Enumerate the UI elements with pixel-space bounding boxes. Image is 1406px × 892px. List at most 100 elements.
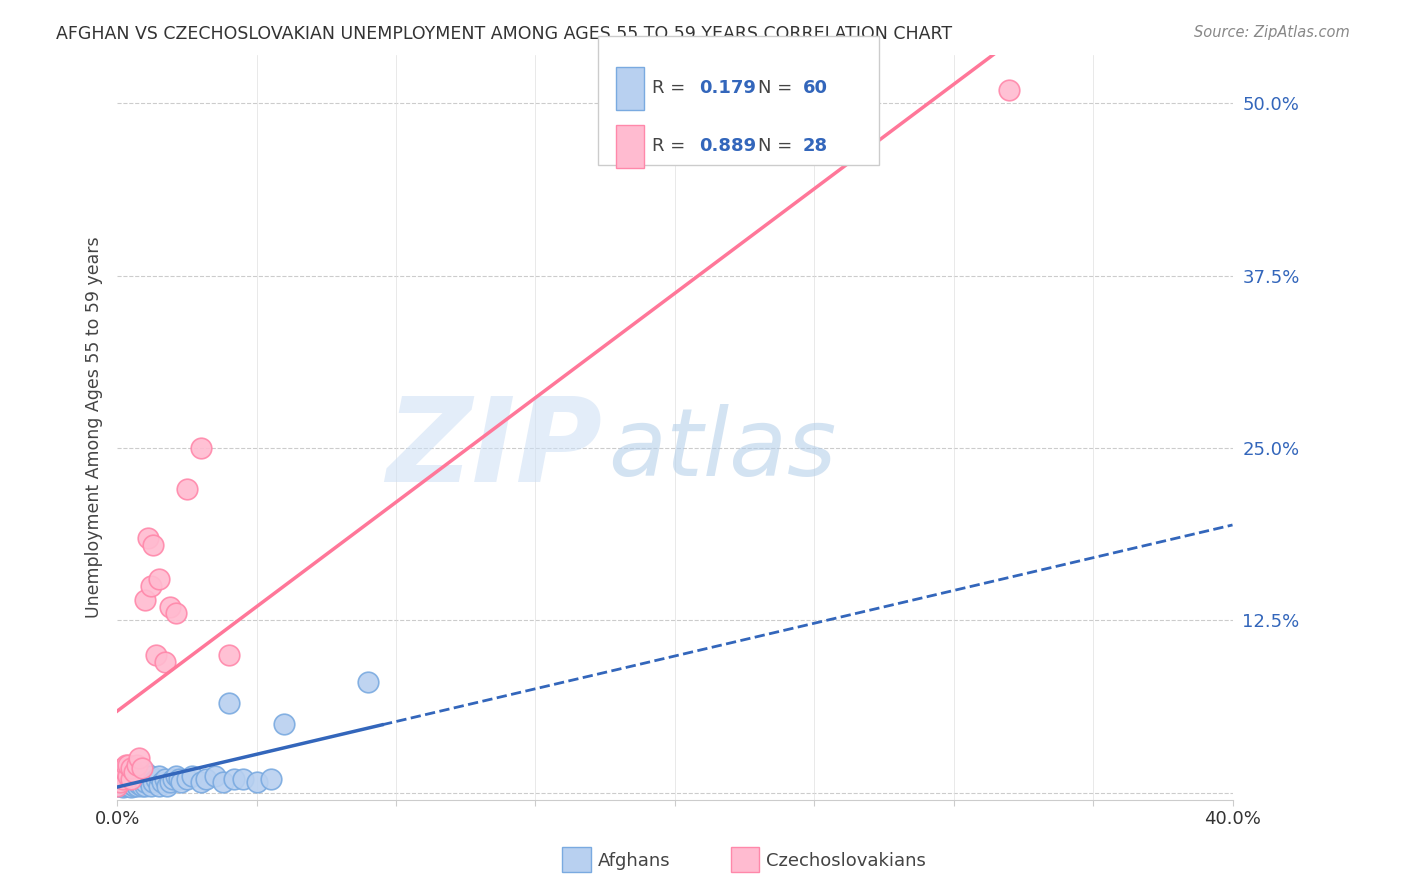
Point	[148, 769, 170, 783]
Point	[136, 531, 159, 545]
Text: Czechoslovakians: Czechoslovakians	[766, 852, 927, 870]
Text: 0.179: 0.179	[699, 79, 755, 97]
Point	[176, 772, 198, 786]
Point	[998, 82, 1021, 96]
Point	[111, 772, 134, 786]
Text: Source: ZipAtlas.com: Source: ZipAtlas.com	[1194, 25, 1350, 40]
Point	[122, 769, 145, 783]
Point	[357, 675, 380, 690]
Point	[114, 779, 136, 793]
Point	[117, 758, 139, 772]
Point	[195, 772, 218, 786]
Point	[190, 441, 212, 455]
Text: Afghans: Afghans	[598, 852, 671, 870]
Point	[170, 774, 193, 789]
Point	[122, 779, 145, 793]
Point	[165, 769, 187, 783]
Point	[134, 774, 156, 789]
Point	[128, 777, 150, 791]
Point	[142, 774, 165, 789]
Point	[111, 780, 134, 794]
Point	[108, 772, 131, 786]
Point	[131, 761, 153, 775]
Point	[117, 772, 139, 786]
Point	[120, 780, 142, 794]
Point	[156, 779, 179, 793]
Point	[167, 772, 190, 786]
Point	[114, 774, 136, 789]
Point	[159, 774, 181, 789]
Point	[134, 764, 156, 779]
Point	[153, 772, 176, 786]
Point	[142, 537, 165, 551]
Point	[117, 774, 139, 789]
Point	[136, 772, 159, 786]
Point	[122, 764, 145, 779]
Text: N =: N =	[758, 79, 797, 97]
Text: 60: 60	[803, 79, 828, 97]
Point	[159, 599, 181, 614]
Point	[218, 696, 240, 710]
Point	[111, 761, 134, 775]
Point	[190, 774, 212, 789]
Point	[120, 777, 142, 791]
Point	[224, 772, 246, 786]
Point	[232, 772, 254, 786]
Point	[108, 769, 131, 783]
Point	[145, 772, 167, 786]
Point	[139, 779, 162, 793]
Text: 0.889: 0.889	[699, 137, 756, 155]
Text: 28: 28	[803, 137, 828, 155]
Point	[111, 772, 134, 786]
Point	[125, 779, 148, 793]
Point	[105, 779, 128, 793]
Point	[120, 764, 142, 779]
Point	[148, 572, 170, 586]
Point	[120, 772, 142, 786]
Point	[108, 769, 131, 783]
Point	[114, 758, 136, 772]
Point	[134, 779, 156, 793]
Point	[111, 774, 134, 789]
Point	[114, 769, 136, 783]
Point	[117, 779, 139, 793]
Point	[218, 648, 240, 662]
Text: ZIP: ZIP	[387, 392, 602, 508]
Y-axis label: Unemployment Among Ages 55 to 59 years: Unemployment Among Ages 55 to 59 years	[86, 236, 103, 618]
Text: atlas: atlas	[607, 404, 837, 495]
Point	[176, 483, 198, 497]
Point	[145, 648, 167, 662]
Point	[150, 774, 173, 789]
Point	[165, 607, 187, 621]
Point	[120, 761, 142, 775]
Text: N =: N =	[758, 137, 797, 155]
Point	[212, 774, 235, 789]
Point	[117, 764, 139, 779]
Point	[259, 772, 281, 786]
Point	[125, 769, 148, 783]
Point	[181, 769, 204, 783]
Point	[114, 764, 136, 779]
Text: AFGHAN VS CZECHOSLOVAKIAN UNEMPLOYMENT AMONG AGES 55 TO 59 YEARS CORRELATION CHA: AFGHAN VS CZECHOSLOVAKIAN UNEMPLOYMENT A…	[56, 25, 952, 43]
Point	[139, 579, 162, 593]
Point	[273, 716, 295, 731]
Point	[153, 655, 176, 669]
Point	[111, 764, 134, 779]
Text: R =: R =	[652, 79, 692, 97]
Point	[134, 592, 156, 607]
Point	[131, 769, 153, 783]
Point	[120, 772, 142, 786]
Point	[131, 779, 153, 793]
Point	[128, 772, 150, 786]
Point	[108, 774, 131, 789]
Point	[108, 774, 131, 789]
Point	[128, 751, 150, 765]
Point	[139, 769, 162, 783]
Text: R =: R =	[652, 137, 692, 155]
Point	[148, 779, 170, 793]
Point	[105, 779, 128, 793]
Point	[125, 774, 148, 789]
Point	[246, 774, 269, 789]
Point	[125, 758, 148, 772]
Point	[204, 769, 226, 783]
